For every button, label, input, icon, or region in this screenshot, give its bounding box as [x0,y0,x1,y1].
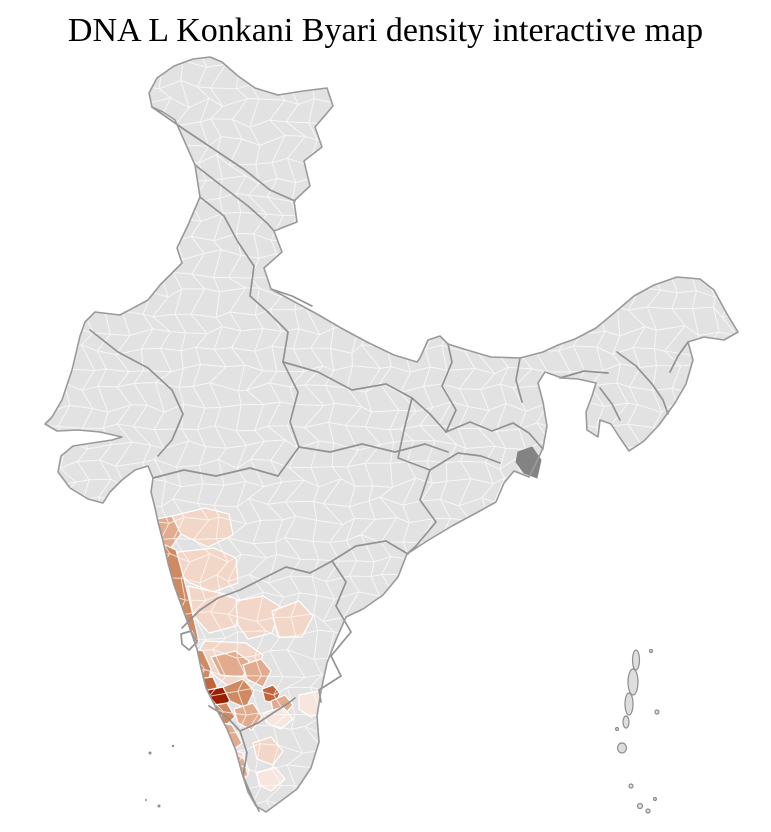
island [624,692,634,716]
andaman-nicobar-islands [614,648,660,814]
island [616,742,628,754]
island-dot [157,804,161,808]
island [645,808,651,814]
island [622,715,630,729]
island [636,802,644,810]
island [652,796,658,802]
density-district-d15[interactable] [242,658,272,688]
density-district-d5[interactable] [187,585,242,634]
island [648,648,654,654]
country-outline [44,56,739,813]
island [654,709,660,715]
island [628,783,634,789]
island-dot [148,751,152,755]
page-title: DNA L Konkani Byari density interactive … [67,12,704,49]
island [631,649,641,671]
river-delta-region [515,446,542,479]
state-borders [89,106,689,812]
density-district-d7[interactable] [271,600,314,638]
island-dot [171,744,175,748]
island [614,726,620,732]
island [627,668,639,696]
island-dot [145,799,147,801]
lakshadweep-islands [145,744,175,808]
